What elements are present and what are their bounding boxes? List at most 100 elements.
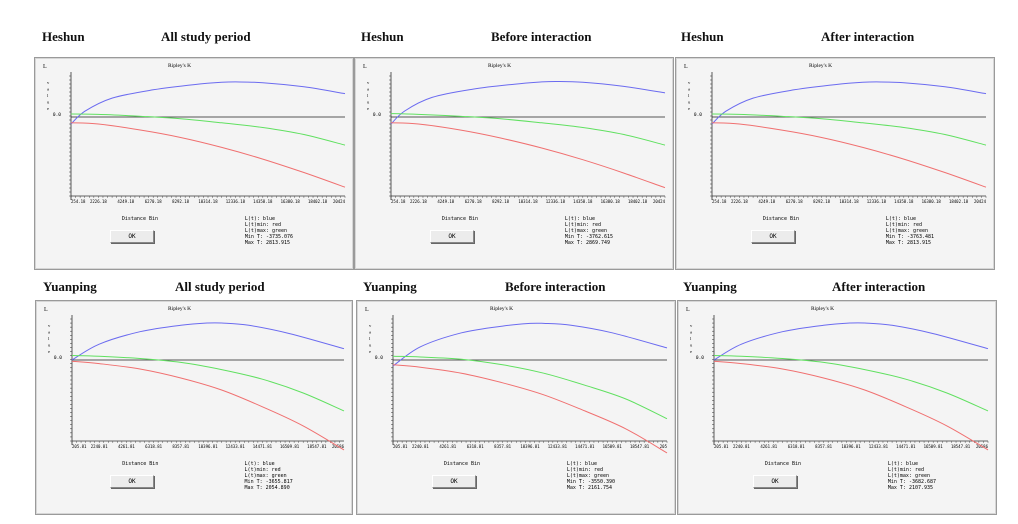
ylabel-letter: u (688, 100, 691, 105)
ylabel-letter: v (369, 323, 372, 328)
legend-entry: L(t)min: red (565, 222, 601, 228)
x-tick-label: 2240.81 (733, 444, 750, 449)
x-tick-label: 10314.18 (839, 199, 859, 204)
ylabel-letter: l (48, 336, 50, 341)
series-line-ltmin (71, 360, 345, 451)
zero-tick-label: 0.0 (54, 355, 62, 361)
series-line-ltmin (70, 122, 346, 188)
ylabel-letter: a (367, 87, 369, 92)
ylabel-letter: u (47, 100, 50, 105)
period-label-heshun-1: All study period (161, 29, 251, 44)
min-t-value: Min T: -3682.687 (888, 479, 936, 485)
chart-title: Ripley's K (168, 306, 191, 312)
ok-button[interactable]: OK (430, 230, 474, 243)
ylabel-letter: v (48, 323, 51, 328)
ylabel-letter: e (688, 106, 690, 111)
x-tick-label: 4261.81 (760, 444, 777, 449)
x-tick-label: 2240.81 (412, 444, 429, 449)
period-label-yuanping-3: After interaction (832, 279, 926, 294)
ok-button[interactable]: OK (110, 230, 154, 243)
ylabel-letter: a (688, 87, 690, 92)
x-tick-label: 8357.81 (494, 444, 511, 449)
period-label-yuanping-1: All study period (175, 279, 265, 294)
x-tick-label: 18547.81 (307, 444, 327, 449)
x-tick-label: 2226.18 (731, 199, 748, 204)
x-tick-label: 16509.81 (924, 444, 944, 449)
zero-tick-label: 0.0 (53, 112, 61, 118)
legend-entry: L(t)min: red (888, 467, 924, 473)
legend-entry: L(t)min: red (567, 467, 603, 473)
ylabel-letter: e (47, 106, 49, 111)
x-tick-label: 14358.18 (573, 199, 593, 204)
x-tick-label: 2226.18 (410, 199, 427, 204)
legend-entry: L(t)min: red (245, 467, 281, 473)
ylabel-letter: e (369, 349, 371, 354)
x-tick-label: 18547.81 (951, 444, 971, 449)
x-tick-label: 6318.81 (788, 444, 805, 449)
ok-button[interactable]: OK (751, 230, 795, 243)
ok-button[interactable]: OK (432, 475, 476, 488)
site-label-yuanping-3: Yuanping (683, 279, 737, 294)
ylabel-letter: e (48, 349, 50, 354)
ok-button[interactable]: OK (110, 475, 154, 488)
x-tick-label: 14471.81 (575, 444, 595, 449)
x-tick-label: 16380.18 (601, 199, 621, 204)
min-t-value: Min T: -3735.076 (245, 234, 293, 240)
x-tick-label: 14471.81 (253, 444, 273, 449)
ylabel-letter: a (690, 330, 692, 335)
ylabel-letter: a (369, 330, 371, 335)
x-tick-label: 18547.81 (630, 444, 650, 449)
site-label-heshun-2: Heshun (361, 29, 404, 44)
x-tick-label: 254.18 (712, 199, 727, 204)
max-t-value: Max T: 2813.915 (886, 240, 931, 246)
x-tick-label: 4249.18 (437, 199, 454, 204)
x-tick-label: 6270.18 (786, 199, 803, 204)
ylabel-letter: v (688, 80, 691, 85)
xlabel: Distance Bin (765, 461, 801, 467)
legend-entry: L(t)max: green (888, 473, 930, 479)
ylabel-letter: u (48, 343, 51, 348)
ylabel-letter: u (369, 343, 372, 348)
ylabel-letter: L (44, 307, 48, 313)
x-tick-label: 4249.18 (117, 199, 134, 204)
x-tick-label: 20424 (974, 199, 987, 204)
x-tick-label: 16509.81 (603, 444, 623, 449)
ok-button[interactable]: OK (753, 475, 797, 488)
series-line-lt (711, 81, 987, 125)
series-line-ltmax (713, 355, 989, 412)
min-t-value: Min T: -3762.615 (565, 234, 613, 240)
ylabel-letter: a (47, 87, 49, 92)
legend-entry: L(t)min: red (886, 222, 922, 228)
legend-entry: L(t)max: green (565, 228, 607, 234)
site-label-yuanping-2: Yuanping (363, 279, 417, 294)
zero-tick-label: 0.0 (696, 355, 704, 361)
x-tick-label: 12433.81 (548, 444, 568, 449)
x-tick-label: 205.81 (393, 444, 408, 449)
x-tick-label: 254.18 (71, 199, 86, 204)
site-label-heshun-3: Heshun (681, 29, 724, 44)
series-line-ltmin (713, 360, 989, 451)
series-line-ltmin (392, 364, 668, 454)
min-t-value: Min T: -3655.817 (245, 479, 293, 485)
site-label-yuanping-1: Yuanping (43, 279, 97, 294)
x-tick-label: 8292.18 (492, 199, 509, 204)
x-tick-label: 14358.18 (894, 199, 914, 204)
ylabel-letter: u (690, 343, 693, 348)
min-t-value: Min T: -3763.481 (886, 234, 934, 240)
site-label-heshun-1: Heshun (42, 29, 85, 44)
ylabel-letter: e (367, 106, 369, 111)
legend-entry: L(t): blue (565, 216, 595, 222)
x-tick-label: 10314.18 (198, 199, 218, 204)
x-tick-label: 12433.81 (226, 444, 246, 449)
max-t-value: Max T: 2054.890 (245, 485, 290, 491)
zero-tick-label: 0.0 (373, 112, 381, 118)
x-tick-label: 10396.81 (841, 444, 861, 449)
max-t-value: Max T: 2107.935 (888, 485, 933, 491)
series-line-lt (713, 322, 989, 361)
x-tick-label: 16380.18 (922, 199, 942, 204)
xlabel: Distance Bin (122, 461, 158, 467)
